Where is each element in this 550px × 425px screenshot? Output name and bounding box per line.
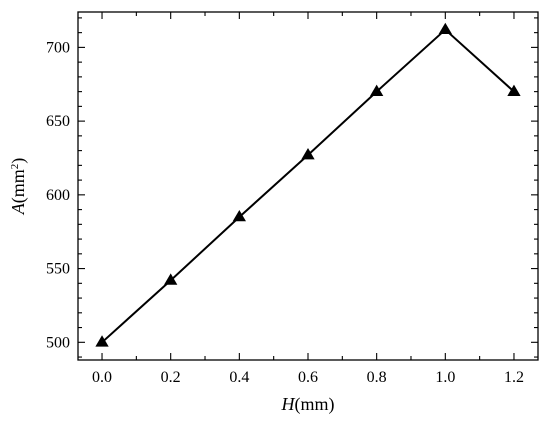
x-axis-label: H(mm) (281, 394, 335, 415)
x-tick-label: 0.2 (161, 369, 181, 386)
x-tick-label: 0.6 (298, 369, 318, 386)
series-group (95, 22, 521, 347)
x-tick-label: 0.4 (229, 369, 249, 386)
data-point-marker (370, 84, 384, 96)
x-tick-label: 1.2 (504, 369, 524, 386)
x-tick-labels: 0.0 0.2 0.4 0.6 0.8 1.0 1.2 (92, 369, 524, 386)
y-tick-label: 700 (46, 39, 70, 56)
x-tick-label: 0.8 (367, 369, 387, 386)
data-point-marker (438, 22, 452, 35)
data-point-marker (232, 209, 246, 222)
x-tick-label: 1.0 (435, 369, 455, 386)
y-tick-labels: 500 550 600 650 700 (46, 39, 70, 351)
axis-ticks (78, 12, 538, 360)
y-axis-label: A(mm2) (8, 158, 29, 216)
y-tick-label: 650 (46, 113, 70, 130)
data-point-marker (164, 273, 178, 285)
series-line (101, 28, 515, 344)
x-tick-label: 0.0 (92, 369, 112, 386)
data-point-marker (301, 148, 315, 160)
y-tick-label: 500 (46, 334, 70, 351)
y-tick-label: 600 (46, 187, 70, 204)
data-point-marker (507, 84, 521, 96)
y-tick-label: 550 (46, 261, 70, 278)
data-point-marker (95, 335, 109, 347)
plot-frame (77, 11, 539, 361)
